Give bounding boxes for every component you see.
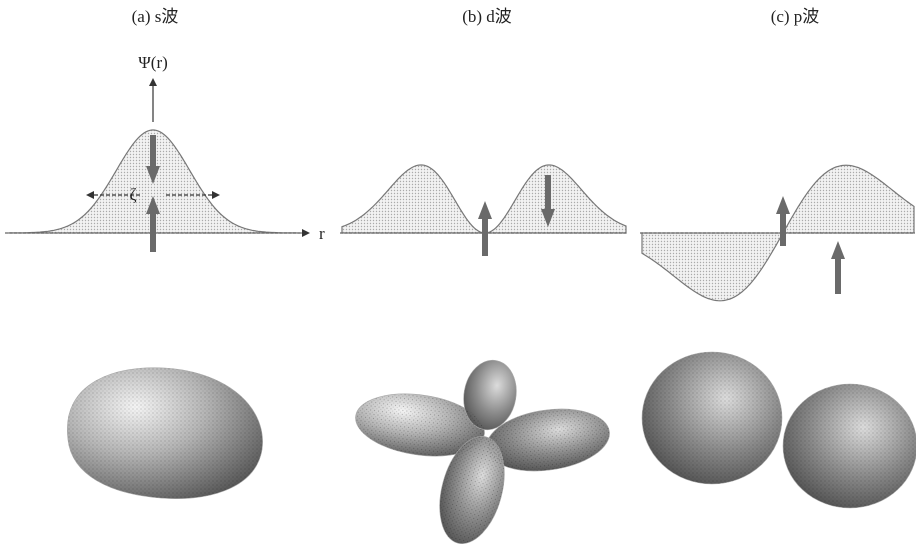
panel-title: (b) d波 xyxy=(462,7,512,26)
panel-title: (c) p波 xyxy=(771,7,820,26)
p-orbital xyxy=(642,352,916,508)
d-orbital xyxy=(351,356,613,549)
x-axis-label: r xyxy=(319,224,325,243)
y-axis-label: Ψ(r) xyxy=(138,53,168,72)
width-label: ζ xyxy=(129,185,136,204)
figure: (a) s波 (b) d波 (c) p波 r Ψ(r) ζ xyxy=(0,0,916,549)
panel-title: (a) s波 xyxy=(132,7,179,26)
s-orbital xyxy=(67,368,262,499)
